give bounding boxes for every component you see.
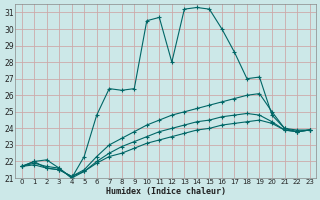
X-axis label: Humidex (Indice chaleur): Humidex (Indice chaleur) (106, 187, 226, 196)
